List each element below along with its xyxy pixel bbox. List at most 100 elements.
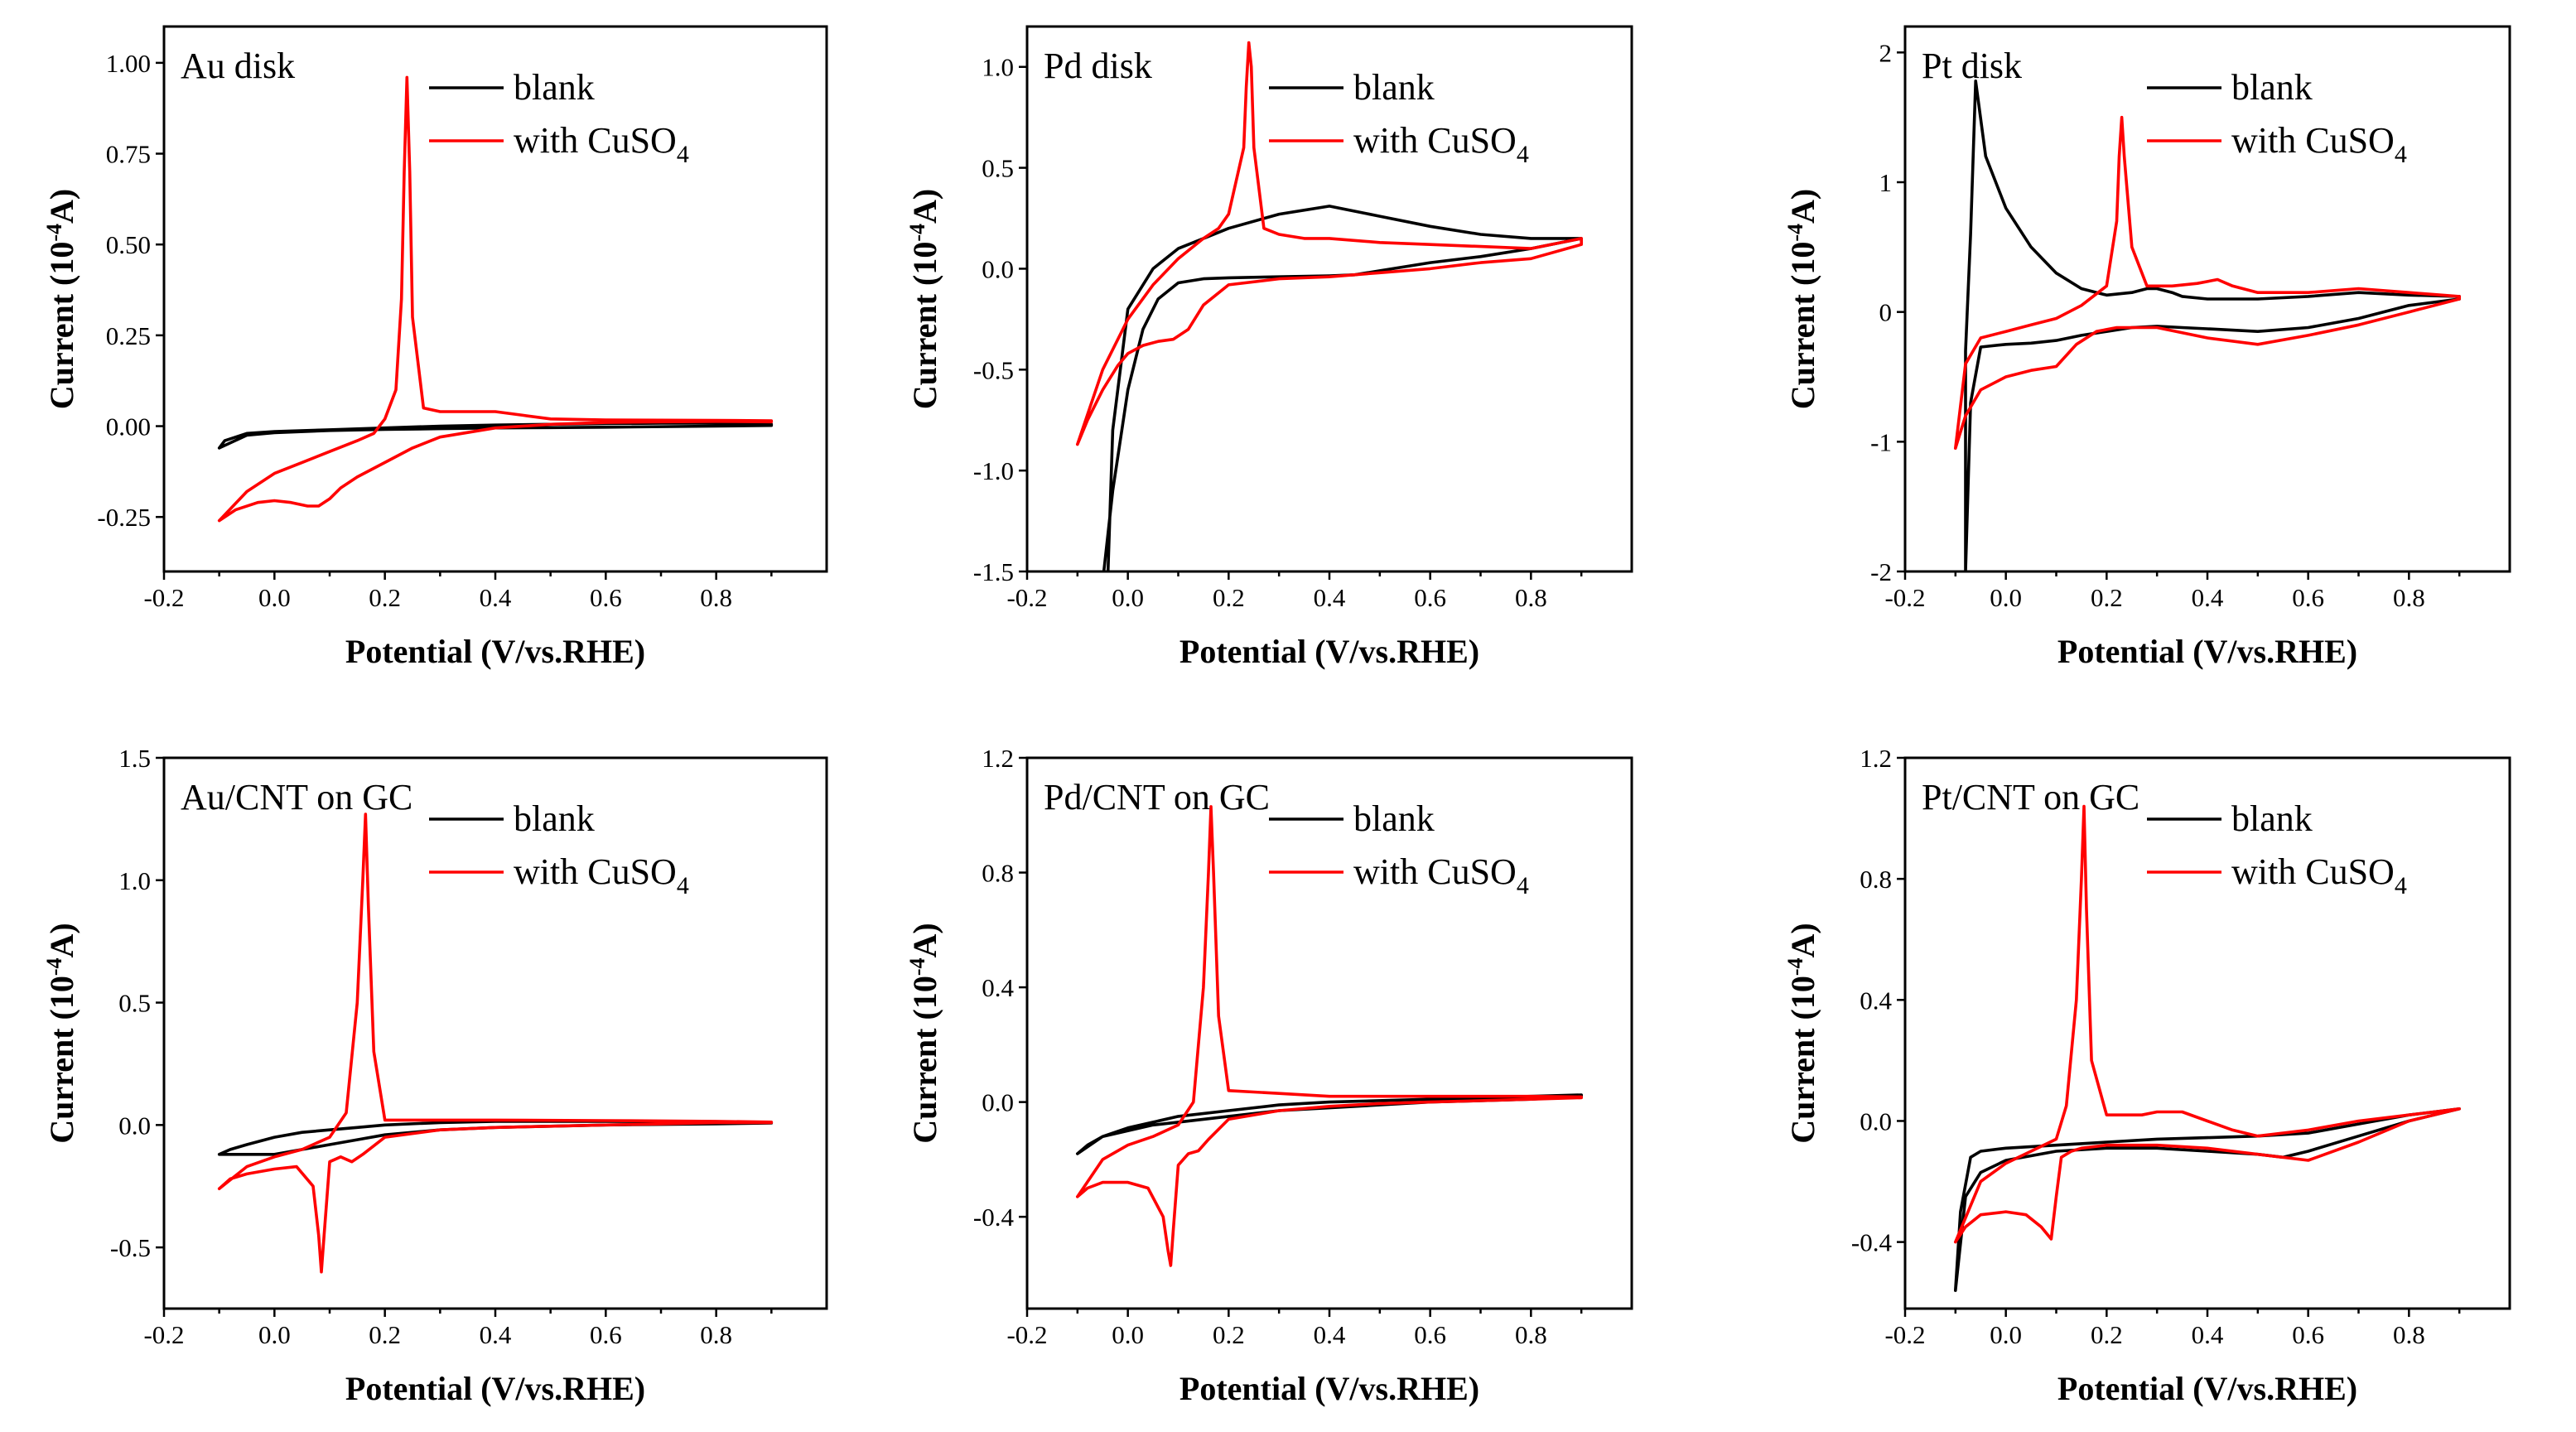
y-tick-label: 1.5 (118, 744, 151, 773)
x-tick-label: 0.2 (2091, 1320, 2123, 1349)
legend-cuso4-label: with CuSO4 (1353, 851, 1529, 899)
blank-curve (1076, 1093, 1583, 1155)
x-axis-label: Potential (V/vs.RHE) (1179, 633, 1479, 670)
x-tick-label: -0.2 (1006, 583, 1047, 612)
x-tick-label: 0.0 (1112, 1320, 1144, 1349)
legend-cuso4-label: with CuSO4 (514, 120, 689, 168)
y-axis-label: Current (10-4A) (1783, 923, 1821, 1143)
y-tick-label: -0.5 (973, 355, 1014, 384)
y-tick-label: 0.0 (1860, 1107, 1892, 1135)
x-tick-label: 0.0 (258, 1320, 291, 1349)
x-tick-label: 0.8 (700, 583, 732, 612)
legend-cuso4-label: with CuSO4 (2231, 120, 2407, 168)
y-tick-label: 0.50 (106, 230, 151, 259)
axes-frame (1025, 756, 1633, 1310)
x-tick-label: -0.2 (143, 1320, 184, 1349)
y-axis-label: Current (10-4A) (42, 189, 80, 409)
legend-blank-label: blank (514, 67, 595, 108)
y-tick-label: -1.0 (973, 456, 1014, 485)
x-axis-label: Potential (V/vs.RHE) (345, 1370, 645, 1407)
panel-2: -0.2 0.0 0.2 0.4 0.6 0.8 -2 -1 0 1 2 Potential (V/v… (1783, 25, 2511, 670)
x-tick-label: -0.2 (1884, 1320, 1925, 1349)
y-tick-label: 0.25 (106, 321, 151, 350)
y-tick-label: 0 (1879, 298, 1893, 327)
y-tick-label: 1.0 (118, 866, 151, 895)
legend-blank-label: blank (1353, 798, 1435, 839)
y-tick-label: 0.0 (982, 1088, 1014, 1117)
y-tick-label: 0.8 (1860, 865, 1892, 894)
x-axis-label: Potential (V/vs.RHE) (1179, 1370, 1479, 1407)
x-tick-label: 0.2 (369, 583, 401, 612)
y-tick-label: 0.5 (982, 154, 1014, 183)
legend-blank-label: blank (1353, 67, 1435, 108)
y-tick-label: 1.2 (1860, 744, 1892, 773)
legend-blank-label: blank (2231, 67, 2313, 108)
y-tick-label: -2 (1870, 557, 1892, 586)
x-tick-label: 0.2 (1213, 1320, 1245, 1349)
y-tick-label: 1.00 (106, 49, 151, 78)
panel-title: Pd disk (1044, 46, 1152, 86)
x-tick-label: 0.2 (1213, 583, 1245, 612)
x-tick-label: 0.0 (1990, 1320, 2022, 1349)
y-tick-label: -0.5 (110, 1233, 151, 1262)
y-tick-label: -0.4 (973, 1203, 1015, 1232)
x-tick-label: -0.2 (143, 583, 184, 612)
x-tick-label: -0.2 (1006, 1320, 1047, 1349)
y-tick-label: 0.0 (982, 254, 1014, 283)
y-axis-label: Current (10-4A) (905, 923, 943, 1143)
x-tick-label: 0.4 (1314, 583, 1346, 612)
x-tick-label: 0.8 (700, 1320, 732, 1349)
y-axis-label: Current (10-4A) (42, 923, 80, 1143)
x-tick-label: 0.4 (1314, 1320, 1346, 1349)
y-tick-label: 0.0 (118, 1111, 151, 1140)
y-axis-label: Current (10-4A) (1783, 189, 1821, 409)
y-tick-label: 0.75 (106, 140, 151, 169)
x-tick-label: 0.6 (1414, 583, 1446, 612)
y-tick-label: 0.4 (982, 973, 1014, 1002)
legend-cuso4-label: with CuSO4 (1353, 120, 1529, 168)
y-tick-label: 0.8 (982, 859, 1014, 888)
legend-blank-label: blank (2231, 798, 2313, 839)
x-tick-label: 0.2 (369, 1320, 401, 1349)
x-tick-label: 0.4 (480, 1320, 512, 1349)
axes-frame (162, 25, 828, 573)
y-tick-label: 1.2 (982, 744, 1014, 773)
axes-frame (1903, 756, 2511, 1310)
x-tick-label: 0.2 (2091, 583, 2123, 612)
panel-4: -0.2 0.0 0.2 0.4 0.6 0.8 -0.4 0.0 0.4 0.8 1.2 Poten… (905, 744, 1633, 1407)
panel-title: Au/CNT on GC (181, 777, 412, 817)
legend-cuso4-label: with CuSO4 (2231, 851, 2407, 899)
x-tick-label: 0.4 (480, 583, 512, 612)
x-axis-label: Potential (V/vs.RHE) (2057, 1370, 2357, 1407)
cuso4-curve (217, 75, 774, 523)
cuso4-curve (1076, 41, 1583, 446)
y-tick-label: -1 (1870, 427, 1892, 456)
cuso4-curve (1076, 805, 1583, 1267)
y-tick-label: 1.0 (982, 53, 1014, 82)
y-tick-label: -0.25 (97, 503, 151, 532)
y-tick-label: 0.00 (106, 412, 151, 441)
y-axis-label: Current (10-4A) (905, 189, 943, 409)
x-tick-label: 0.0 (1112, 583, 1144, 612)
y-tick-label: 0.5 (118, 989, 151, 1018)
x-tick-label: 0.8 (1515, 583, 1547, 612)
y-tick-label: -0.4 (1851, 1228, 1893, 1257)
blank-curve (1964, 80, 2461, 571)
cuso4-curve (1954, 804, 2461, 1244)
y-tick-label: 0.4 (1860, 986, 1892, 1015)
x-tick-label: 0.8 (2393, 1320, 2425, 1349)
blank-curve (1954, 1107, 2461, 1292)
axes-frame (1025, 25, 1633, 573)
x-axis-label: Potential (V/vs.RHE) (345, 633, 645, 670)
cuso4-curve (1954, 115, 2461, 451)
panel-title: Pt/CNT on GC (1922, 777, 2139, 817)
x-tick-label: 0.8 (1515, 1320, 1547, 1349)
panel-title: Au disk (181, 46, 295, 86)
panel-title: Pt disk (1922, 46, 2022, 86)
x-tick-label: 0.6 (590, 1320, 622, 1349)
y-tick-label: 1 (1879, 168, 1893, 197)
x-tick-label: 0.6 (1414, 1320, 1446, 1349)
x-tick-label: 0.4 (2192, 1320, 2224, 1349)
x-tick-label: 0.0 (1990, 583, 2022, 612)
